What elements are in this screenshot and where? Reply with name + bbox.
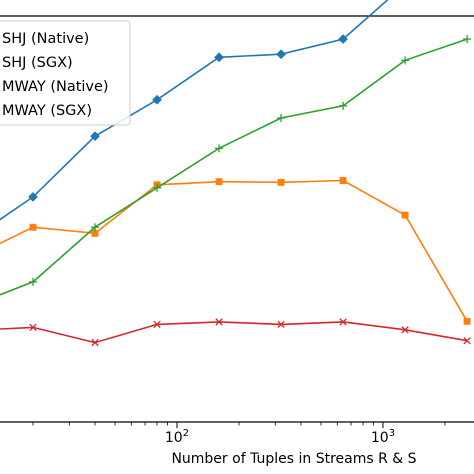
data-point xyxy=(28,191,38,202)
data-point xyxy=(152,94,162,105)
data-point xyxy=(29,223,37,231)
data-point xyxy=(153,320,161,329)
series-4 xyxy=(0,318,471,347)
data-point xyxy=(153,183,162,192)
data-point xyxy=(338,34,349,45)
series-line xyxy=(0,321,468,344)
x-axis-ticks: 102 103 xyxy=(32,422,446,446)
data-point xyxy=(91,338,99,347)
data-point xyxy=(91,223,100,232)
legend-entry: SHJ (SGX) xyxy=(2,55,73,71)
data-point xyxy=(463,35,472,44)
legend-frame xyxy=(0,20,131,126)
series-line xyxy=(0,179,468,322)
legend-label: SHJ (Native) xyxy=(2,31,89,47)
data-point xyxy=(29,323,37,332)
legend-entry: SHJ (Native) xyxy=(2,31,89,47)
data-point xyxy=(401,56,410,65)
data-point xyxy=(401,326,409,334)
data-point xyxy=(215,144,224,153)
data-point xyxy=(463,337,471,345)
data-point xyxy=(215,178,223,186)
data-point xyxy=(214,52,225,63)
legend: SHJ (Native) SHJ (SGX) MWAY (Native) MWAY (… xyxy=(0,20,131,126)
legend-label: MWAY (SGX) xyxy=(2,103,92,119)
data-point xyxy=(277,320,285,329)
x-axis-label: Number of Tuples in Streams R & S xyxy=(171,451,416,467)
series-2 xyxy=(0,177,471,325)
data-point xyxy=(339,318,347,326)
legend-entry: MWAY (SGX) xyxy=(2,103,92,119)
x-tick-label: 102 xyxy=(165,428,189,446)
data-point xyxy=(277,113,286,122)
axes-frame xyxy=(0,15,474,423)
series-1 xyxy=(0,0,389,221)
series-3 xyxy=(0,35,472,296)
data-point xyxy=(463,317,471,325)
data-point xyxy=(215,318,223,326)
data-point xyxy=(401,211,409,219)
series-layer xyxy=(0,0,472,347)
data-point xyxy=(276,49,287,60)
legend-label: MWAY (Native) xyxy=(2,79,109,95)
data-point xyxy=(29,277,38,286)
legend-label: SHJ (SGX) xyxy=(2,55,73,71)
data-point xyxy=(277,178,285,186)
legend-entry: MWAY (Native) xyxy=(2,79,109,95)
data-point xyxy=(339,177,347,184)
x-tick-label: 103 xyxy=(371,428,395,446)
data-point xyxy=(339,101,348,110)
data-point xyxy=(90,131,100,142)
